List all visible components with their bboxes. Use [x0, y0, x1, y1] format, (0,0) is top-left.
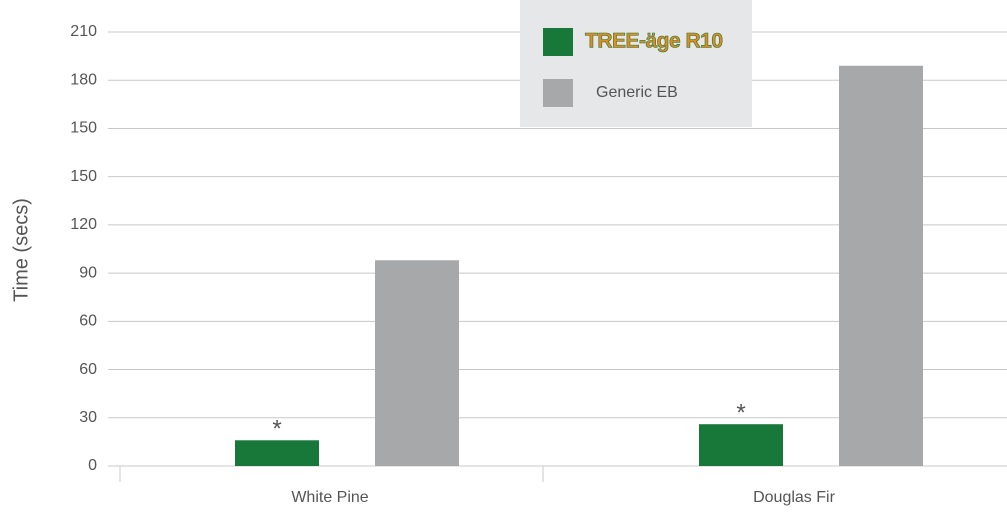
y-tick-label: 180: [70, 71, 97, 88]
y-tick-label: 30: [79, 409, 97, 426]
y-tick-label: 120: [70, 216, 97, 233]
bar: [699, 424, 783, 466]
legend-swatch: [543, 79, 573, 107]
legend-swatch: [543, 28, 573, 56]
bar: [839, 65, 923, 466]
bar: [375, 260, 459, 466]
legend-label: TREE-äge R10: [585, 30, 723, 53]
y-tick-label: 210: [70, 23, 97, 40]
y-tick-label: 60: [79, 361, 97, 378]
annotation: *: [272, 416, 281, 443]
x-tick-label: White Pine: [291, 489, 368, 506]
bar: [235, 440, 319, 466]
x-tick-label: Douglas Fir: [753, 489, 835, 506]
y-tick-label: 150: [70, 120, 97, 137]
y-tick-label: 90: [79, 264, 97, 281]
y-axis-label: Time (secs): [10, 198, 32, 302]
legend-box: [520, 0, 752, 127]
annotation: *: [736, 400, 745, 427]
y-tick-label: 150: [70, 168, 97, 185]
legend-label: Generic EB: [596, 84, 678, 101]
y-tick-label: 60: [79, 313, 97, 330]
y-tick-label: 0: [88, 457, 97, 474]
